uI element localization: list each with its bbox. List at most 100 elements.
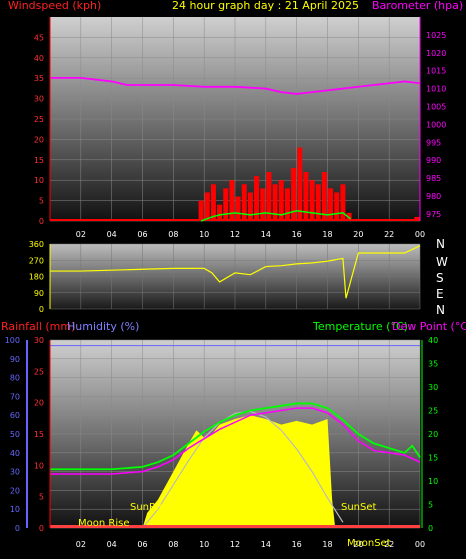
barometer-tick-label: 1000 [426,120,446,129]
compass-s: S [436,271,444,285]
wind-direction-line [50,245,421,299]
humidity-axis-label: Humidity (%) [67,320,139,333]
temperature-panel-data [50,345,421,529]
solar-area [142,415,336,528]
barometer-tick-label: 990 [426,156,441,165]
rain-tick-label: 5 [39,493,44,502]
wind-tick-label: 40 [34,54,44,63]
wind-tick-label: 15 [34,156,44,165]
temp-time-tick-label: 06 [137,540,147,549]
barometer-tick-label: 980 [426,192,441,201]
gust-bar [315,184,321,221]
wind-axis-label: Windspeed (kph) [8,0,101,12]
time-tick-label: 16 [292,230,302,239]
temperature-panel-axes: 0102030405060708090100051015202530051015… [5,336,438,549]
wind-tick-label: 0 [39,217,44,226]
wind-tick-label: 30 [34,95,44,104]
gust-bar [247,192,253,221]
temp-time-tick-label: 08 [168,540,178,549]
time-tick-label: 02 [76,230,86,239]
temperature-tick-label: 5 [428,501,433,510]
gust-bar [303,172,309,221]
wind-baseline [50,219,420,221]
gust-bar [340,184,346,221]
barometer-tick-label: 1010 [426,85,446,94]
gust-bar [217,204,223,221]
time-tick-label: 04 [107,230,117,239]
compass-w: W [436,255,448,269]
rain-tick-label: 0 [39,524,44,533]
barometer-tick-label: 975 [426,210,441,219]
humidity-tick-label: 80 [10,374,20,383]
direction-tick-label: 90 [34,289,44,298]
direction-tick-label: 270 [29,256,44,265]
barometer-tick-label: 1020 [426,49,446,58]
direction-tick-label: 0 [39,305,44,314]
temp-time-tick-label: 10 [199,540,209,549]
time-tick-label: 08 [168,230,178,239]
humidity-tick-label: 70 [10,392,20,401]
humidity-tick-label: 100 [5,336,20,345]
gust-bar [198,200,204,221]
time-tick-label: 14 [261,230,271,239]
gust-bar [229,180,235,221]
temp-time-tick-label: 16 [292,540,302,549]
barometer-axis-label: Barometer (hpa) [372,0,463,12]
time-tick-label: 18 [322,230,332,239]
gust-bar [254,176,260,221]
temp-time-tick-label: 12 [230,540,240,549]
compass-n-top: N [436,237,445,251]
barometer-tick-label: 995 [426,138,441,147]
temp-time-tick-label: 18 [322,540,332,549]
moonrise-label: Moon Rise [78,518,129,529]
time-tick-label: 10 [199,230,209,239]
temperature-tick-label: 0 [428,524,433,533]
rain-tick-label: 20 [34,399,44,408]
wind-panel-axes: 0510152025303540459759809859909951000100… [34,17,446,239]
barometer-line [50,76,421,95]
temperature-tick-label: 10 [428,477,438,486]
wind-tick-label: 25 [34,115,44,124]
temp-time-tick-label: 04 [107,540,117,549]
humidity-tick-label: 50 [10,430,20,439]
rainfall-axis-label: Rainfall (mm) [1,320,75,333]
rain-baseline [50,525,420,528]
gust-bar [272,184,278,221]
gust-bar [266,172,272,221]
humidity-tick-label: 60 [10,411,20,420]
gust-bar [309,180,315,221]
sunrise-label: SunRise [130,502,170,513]
gust-bar [328,188,334,221]
dew-point-line [50,407,421,475]
temp-time-tick-label: 22 [384,540,394,549]
wind-tick-label: 35 [34,74,44,83]
rain-tick-label: 30 [34,336,44,345]
direction-tick-label: 180 [29,273,44,282]
gust-bar [278,180,284,221]
sunset-label: SunSet [341,502,377,513]
barometer-tick-label: 1005 [426,102,446,111]
temp-time-tick-label: 20 [353,540,363,549]
gust-bar [235,196,241,221]
barometer-tick-label: 985 [426,174,441,183]
direction-panel-axes: 0 90 180 270 360 [29,240,51,314]
gust-bar [210,184,216,221]
humidity-tick-label: 90 [10,355,20,364]
temp-time-tick-label: 02 [76,540,86,549]
gust-bar [414,216,420,221]
direction-panel-grid [50,243,421,310]
temperature-line [50,402,421,471]
wind-panel-data [50,76,421,222]
compass-n-bottom: N [436,303,445,317]
temperature-axis-label: Temperature (°C) [312,320,408,333]
barometer-tick-label: 1015 [426,67,446,76]
humidity-tick-label: 10 [10,505,20,514]
humidity-tick-label: 30 [10,468,20,477]
time-tick-label: 06 [137,230,147,239]
gust-bar [223,188,229,221]
gust-bar [291,167,297,221]
wind-tick-label: 5 [39,197,44,206]
temperature-tick-label: 15 [428,454,438,463]
time-tick-label: 20 [353,230,363,239]
